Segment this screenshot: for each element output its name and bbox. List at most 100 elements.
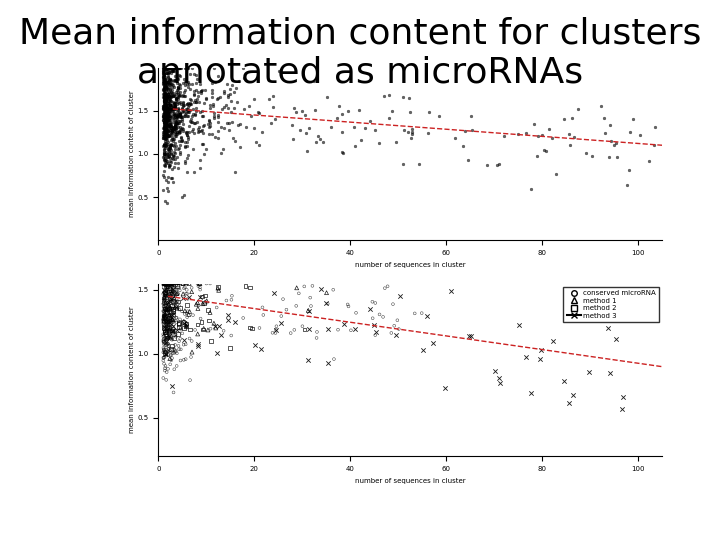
Point xyxy=(189,110,201,118)
Point xyxy=(167,118,179,126)
Point xyxy=(166,126,178,135)
Point xyxy=(193,127,204,136)
Point xyxy=(158,102,169,111)
Point xyxy=(158,78,169,87)
Point xyxy=(178,106,189,115)
Point xyxy=(158,70,170,78)
Point xyxy=(159,63,171,72)
Point xyxy=(167,137,179,145)
Point xyxy=(165,105,176,113)
conserved microRNA xyxy=(162,326,174,335)
Point xyxy=(182,108,194,117)
Point xyxy=(459,127,470,136)
conserved microRNA xyxy=(201,279,212,288)
Point xyxy=(158,130,169,138)
Point xyxy=(648,140,660,149)
method 3 xyxy=(303,325,315,334)
Point xyxy=(165,140,176,149)
conserved microRNA xyxy=(174,315,186,323)
conserved microRNA xyxy=(161,296,173,305)
Point xyxy=(167,65,179,74)
Point xyxy=(458,141,469,150)
conserved microRNA xyxy=(193,282,204,291)
Point xyxy=(191,117,202,126)
Point xyxy=(171,63,183,72)
conserved microRNA xyxy=(161,279,172,288)
Point xyxy=(160,97,171,105)
Point xyxy=(158,166,170,175)
Point xyxy=(163,73,174,82)
Point xyxy=(164,81,176,90)
Point xyxy=(181,105,192,113)
conserved microRNA xyxy=(158,334,170,343)
conserved microRNA xyxy=(158,279,169,288)
Point xyxy=(172,83,184,91)
conserved microRNA xyxy=(167,279,179,288)
Point xyxy=(158,132,169,140)
conserved microRNA xyxy=(163,279,174,288)
Point xyxy=(158,113,170,122)
Point xyxy=(161,91,173,100)
Point xyxy=(164,122,176,130)
Point xyxy=(203,117,215,126)
method 3 xyxy=(350,325,361,333)
Point xyxy=(178,78,189,87)
Point xyxy=(184,101,195,110)
conserved microRNA xyxy=(170,347,181,356)
Point xyxy=(173,106,184,115)
conserved microRNA xyxy=(159,295,171,303)
Point xyxy=(158,117,170,125)
conserved microRNA xyxy=(166,356,177,364)
Point xyxy=(166,107,177,116)
conserved microRNA xyxy=(166,334,178,343)
Point xyxy=(159,94,171,103)
Point xyxy=(168,151,179,160)
method 2 xyxy=(165,308,176,316)
conserved microRNA xyxy=(165,289,176,298)
Point xyxy=(163,63,174,72)
Point xyxy=(174,116,185,125)
conserved microRNA xyxy=(160,289,171,298)
conserved microRNA xyxy=(161,303,172,312)
Point xyxy=(163,104,175,112)
conserved microRNA xyxy=(163,279,174,288)
Point xyxy=(243,102,255,111)
Point xyxy=(209,63,220,72)
conserved microRNA xyxy=(170,291,181,300)
Point xyxy=(168,134,180,143)
method 3 xyxy=(167,322,179,330)
conserved microRNA xyxy=(173,341,184,350)
Point xyxy=(161,102,172,111)
Point xyxy=(175,99,186,108)
Point xyxy=(167,63,179,72)
conserved microRNA xyxy=(226,292,238,300)
conserved microRNA xyxy=(166,279,178,288)
conserved microRNA xyxy=(161,279,173,288)
conserved microRNA xyxy=(164,360,176,369)
Point xyxy=(158,116,169,125)
conserved microRNA xyxy=(161,325,173,333)
conserved microRNA xyxy=(158,346,170,355)
method 3 xyxy=(255,344,266,353)
conserved microRNA xyxy=(160,347,171,356)
Point xyxy=(161,184,172,193)
Point xyxy=(162,92,174,101)
conserved microRNA xyxy=(176,307,188,316)
conserved microRNA xyxy=(271,322,282,330)
conserved microRNA xyxy=(350,308,361,317)
Point xyxy=(163,108,175,117)
conserved microRNA xyxy=(174,301,185,310)
Point xyxy=(159,141,171,150)
Point xyxy=(433,112,445,121)
Point xyxy=(159,162,171,171)
Point xyxy=(168,89,179,97)
Point xyxy=(183,122,194,131)
Point xyxy=(158,105,170,113)
method 1 xyxy=(202,326,214,334)
conserved microRNA xyxy=(163,332,174,340)
Point xyxy=(158,134,169,143)
Point xyxy=(164,123,176,131)
Point xyxy=(161,159,172,167)
conserved microRNA xyxy=(166,347,178,356)
Point xyxy=(163,63,175,72)
